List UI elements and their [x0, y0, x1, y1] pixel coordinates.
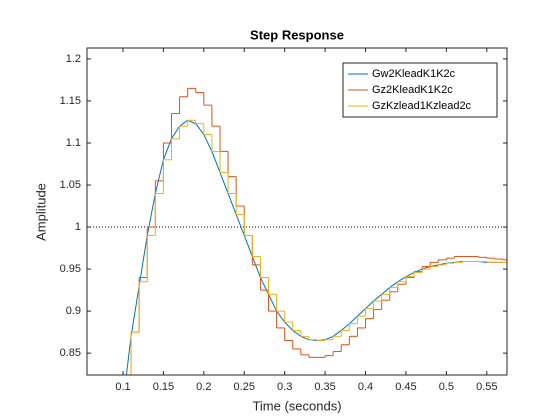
x-tick-label: 0.1: [115, 381, 130, 393]
x-tick-label: 0.25: [234, 381, 255, 393]
legend-box: [342, 62, 498, 118]
x-tick-label: 0.45: [395, 381, 416, 393]
y-tick-label: 1.1: [66, 137, 81, 149]
y-tick-label: 1.05: [60, 179, 81, 191]
x-tick-label: 0.5: [439, 381, 454, 393]
legend-label: Gw2KleadK1K2c: [372, 68, 456, 80]
legend-label: Gz2KleadK1K2c: [372, 84, 453, 96]
y-tick-label: 1.2: [66, 53, 81, 65]
x-tick-label: 0.55: [476, 381, 497, 393]
y-tick-label: 0.9: [66, 305, 81, 317]
y-tick-label: 0.95: [60, 263, 81, 275]
x-tick-label: 0.3: [277, 381, 292, 393]
x-tick-label: 0.35: [314, 381, 335, 393]
legend-label: GzKzlead1Kzlead2c: [372, 100, 472, 112]
y-tick-label: 1: [75, 221, 81, 233]
y-tick-label: 0.85: [60, 347, 81, 359]
y-tick-label: 1.15: [60, 95, 81, 107]
y-axis-label: Amplitude: [33, 183, 48, 241]
x-axis-label: Time (seconds): [252, 398, 341, 413]
x-tick-label: 0.2: [196, 381, 211, 393]
x-tick-label: 0.15: [153, 381, 174, 393]
x-tick-label: 0.4: [358, 381, 373, 393]
chart-title: Step Response: [250, 27, 344, 42]
plot-frame: [86, 47, 508, 376]
